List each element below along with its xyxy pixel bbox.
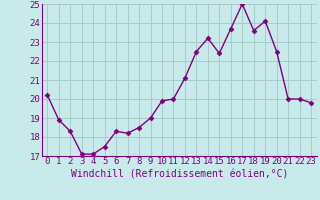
- X-axis label: Windchill (Refroidissement éolien,°C): Windchill (Refroidissement éolien,°C): [70, 169, 288, 179]
